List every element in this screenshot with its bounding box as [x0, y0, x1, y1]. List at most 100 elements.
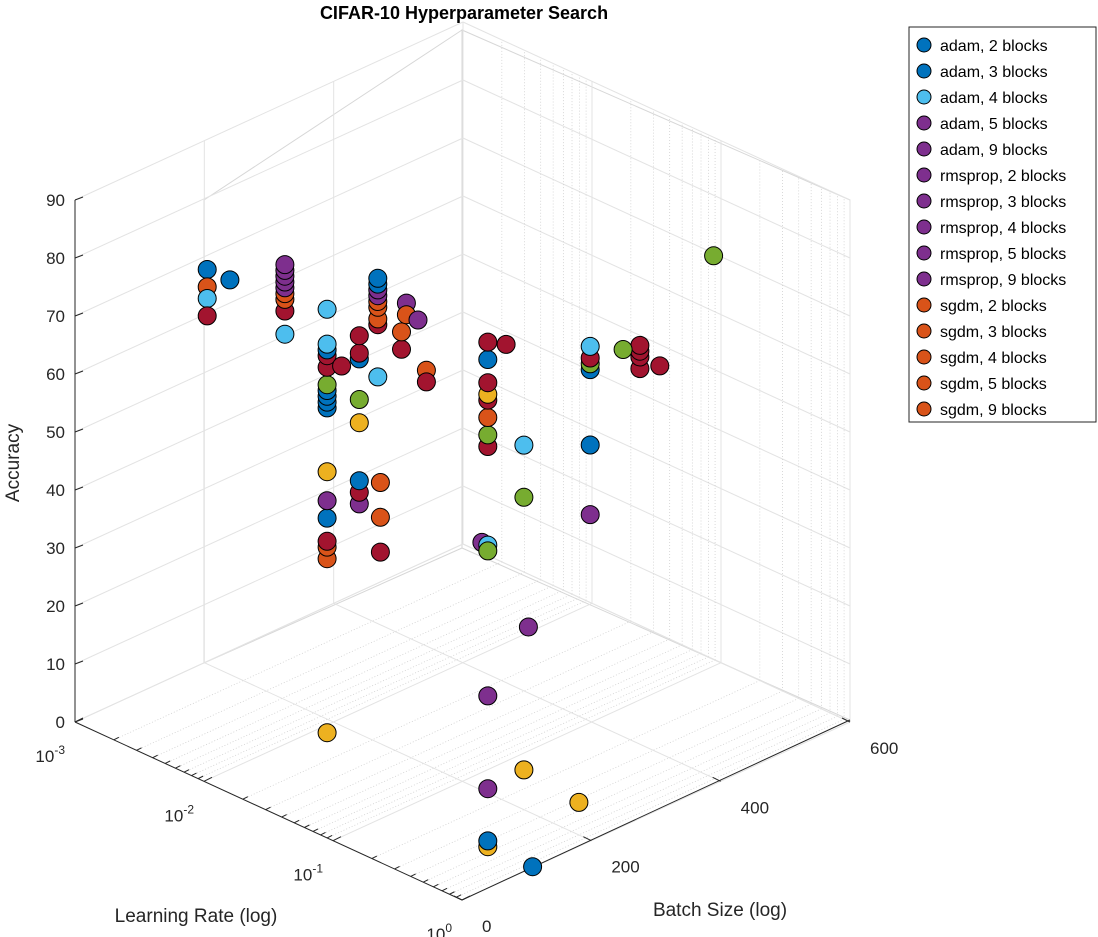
- z-grid-line: [462, 311, 851, 491]
- z-grid-line: [462, 21, 851, 201]
- x-minor-tick: [304, 824, 310, 828]
- legend-entry: adam, 2 blocks: [916, 37, 1048, 55]
- legend-label: rmsprop, 2 blocks: [940, 168, 1066, 185]
- legend-entry: sgdm, 2 blocks: [916, 297, 1047, 315]
- scatter-point: [317, 508, 337, 528]
- legend-entry: adam, 5 blocks: [916, 115, 1048, 133]
- y-tick-label: 400: [741, 798, 769, 817]
- x-minor-grid-line: [394, 690, 783, 870]
- legend-label: adam, 5 blocks: [940, 116, 1048, 133]
- z-tick-label: 0: [56, 713, 65, 732]
- x-minor-tick: [433, 883, 439, 888]
- z-grid-line: [74, 195, 464, 375]
- scatter-point: [317, 375, 337, 395]
- y-tick: [583, 836, 592, 842]
- scatter-point: [478, 408, 498, 427]
- scatter-point: [349, 471, 369, 491]
- z-axis-label: Accuracy: [3, 423, 24, 502]
- x-minor-tick: [312, 828, 319, 832]
- legend-entry: rmsprop, 2 blocks: [916, 167, 1066, 185]
- x-minor-tick: [281, 814, 287, 818]
- x-minor-grid-line: [281, 638, 670, 818]
- x-minor-grid-line: [242, 620, 631, 800]
- legend-entry: adam, 9 blocks: [916, 141, 1048, 159]
- tick-labels: 0 10 20 30 40 50 60 70 80 90 10-3 10-2 10-1 100 0 200 40…: [35, 191, 898, 937]
- scatter-point: [370, 473, 390, 492]
- legend-marker: [916, 219, 932, 235]
- back-right-pane: [461, 29, 851, 721]
- scatter-point: [514, 760, 534, 780]
- y-tick-label: 0: [482, 917, 491, 936]
- x-minor-tick: [326, 835, 333, 839]
- x-minor-tick: [441, 887, 448, 892]
- x-minor-tick: [455, 894, 462, 898]
- legend-marker: [916, 141, 932, 157]
- x-grid-line: [332, 662, 722, 842]
- legend-marker: [916, 63, 932, 79]
- z-tick: [74, 602, 84, 607]
- x-minor-grid-line: [320, 656, 709, 836]
- scatter-point: [514, 487, 534, 507]
- data-points: [197, 246, 724, 877]
- scatter-point: [317, 723, 337, 743]
- x-minor-grid-line: [175, 589, 564, 769]
- z-grid-line: [462, 137, 851, 317]
- x-tick-label: 10-2: [164, 802, 194, 825]
- scatter-point: [197, 306, 217, 326]
- y-grid-line: [462, 543, 851, 723]
- scatter-point: [349, 343, 369, 363]
- z-grid-line: [462, 195, 851, 375]
- z-grid-line: [74, 253, 464, 433]
- z-tick-label: 40: [46, 481, 65, 500]
- x-minor-tick: [152, 754, 158, 759]
- scatter-point: [370, 507, 390, 527]
- scatter-point: [332, 356, 352, 376]
- legend-entry: adam, 3 blocks: [916, 63, 1048, 81]
- legend-entry: sgdm, 9 blocks: [916, 401, 1047, 419]
- x-minor-grid-line: [441, 712, 831, 892]
- z-grid-line: [462, 79, 851, 259]
- legend-box: [908, 26, 1097, 423]
- x-minor-grid-line: [304, 649, 693, 828]
- scatter-point: [514, 435, 534, 455]
- scatter-point: [349, 413, 369, 433]
- x-minor-tick: [113, 736, 120, 741]
- legend-label: rmsprop, 4 blocks: [940, 220, 1066, 237]
- x-axis-label: Learning Rate (log): [115, 906, 278, 927]
- x-tick: [74, 717, 84, 723]
- legend-entry: sgdm, 4 blocks: [916, 349, 1047, 367]
- x-minor-grid-line: [191, 597, 580, 776]
- scatter-point: [392, 322, 411, 342]
- z-tick-label: 50: [46, 423, 65, 442]
- legend-label: sgdm, 3 blocks: [940, 324, 1047, 341]
- y-grid-line: [204, 662, 592, 842]
- z-grid-line: [74, 369, 464, 549]
- scatter-point: [478, 779, 498, 799]
- x-minor-tick: [293, 819, 300, 824]
- z-tick: [74, 370, 84, 375]
- scatter-point: [478, 373, 498, 393]
- grid-lines: [74, 21, 851, 901]
- z-grid-line: [462, 485, 851, 665]
- legend-label: adam, 3 blocks: [940, 64, 1048, 81]
- scatter-point: [220, 270, 240, 290]
- scatter-point: [650, 356, 670, 376]
- x-axis-line: [74, 721, 463, 901]
- x-minor-tick: [136, 747, 142, 751]
- legend-label: rmsprop, 9 blocks: [940, 272, 1066, 289]
- z-tick-label: 80: [46, 249, 65, 268]
- x-minor-grid-line: [165, 585, 554, 764]
- legend-marker: [916, 193, 932, 209]
- z-tick-label: 90: [46, 191, 65, 210]
- y-tick: [712, 776, 721, 782]
- x-minor-grid-line: [265, 631, 654, 811]
- x-minor-grid-line: [312, 653, 702, 832]
- x-minor-tick: [164, 760, 171, 764]
- legend-label: rmsprop, 3 blocks: [940, 194, 1066, 211]
- x-tick-label: 10-1: [293, 862, 323, 885]
- z-tick: [74, 660, 84, 665]
- scatter-point: [368, 268, 388, 288]
- y-grid-line: [333, 602, 721, 782]
- legend-entry: adam, 4 blocks: [916, 89, 1048, 107]
